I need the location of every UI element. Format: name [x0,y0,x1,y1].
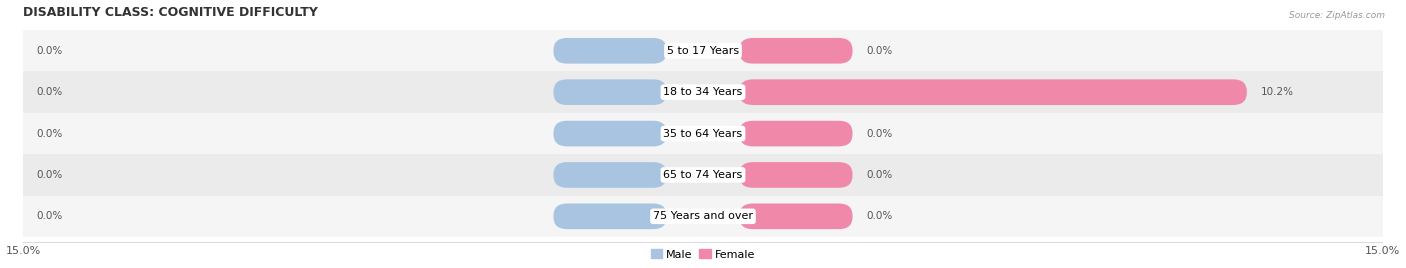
Text: 0.0%: 0.0% [37,87,63,97]
FancyBboxPatch shape [554,79,666,105]
Text: 0.0%: 0.0% [37,129,63,139]
Bar [0,72,1406,113]
Text: Source: ZipAtlas.com: Source: ZipAtlas.com [1289,11,1385,20]
Legend: Male, Female: Male, Female [647,245,759,264]
FancyBboxPatch shape [740,38,852,64]
Text: 75 Years and over: 75 Years and over [652,211,754,221]
Text: 0.0%: 0.0% [37,46,63,56]
FancyBboxPatch shape [740,162,852,188]
Text: 10.2%: 10.2% [1260,87,1294,97]
FancyBboxPatch shape [740,203,852,229]
Text: 0.0%: 0.0% [866,170,893,180]
Bar [0,30,1406,72]
Text: 0.0%: 0.0% [37,170,63,180]
Text: DISABILITY CLASS: COGNITIVE DIFFICULTY: DISABILITY CLASS: COGNITIVE DIFFICULTY [22,6,318,18]
FancyBboxPatch shape [740,79,1247,105]
Text: 35 to 64 Years: 35 to 64 Years [664,129,742,139]
Text: 18 to 34 Years: 18 to 34 Years [664,87,742,97]
Text: 0.0%: 0.0% [866,211,893,221]
FancyBboxPatch shape [554,162,666,188]
Text: 0.0%: 0.0% [866,129,893,139]
Text: 65 to 74 Years: 65 to 74 Years [664,170,742,180]
FancyBboxPatch shape [740,121,852,146]
FancyBboxPatch shape [554,38,666,64]
FancyBboxPatch shape [554,121,666,146]
Text: 0.0%: 0.0% [37,211,63,221]
Text: 5 to 17 Years: 5 to 17 Years [666,46,740,56]
FancyBboxPatch shape [554,203,666,229]
Bar [0,196,1406,237]
Bar [0,154,1406,196]
Text: 0.0%: 0.0% [866,46,893,56]
Bar [0,113,1406,154]
